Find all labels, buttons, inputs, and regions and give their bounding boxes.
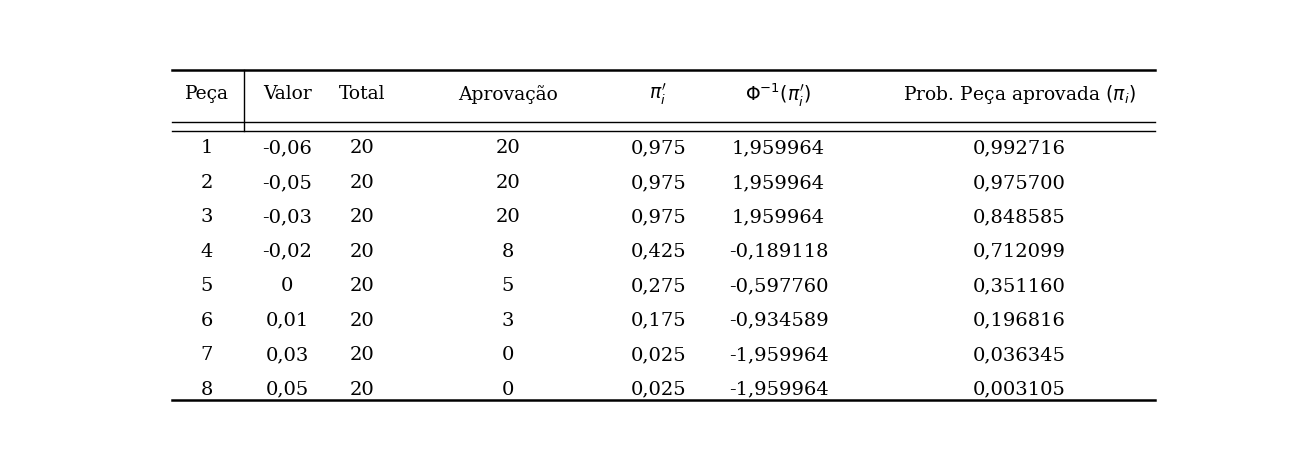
Text: 0,425: 0,425 (630, 243, 686, 261)
Text: 0,712099: 0,712099 (973, 243, 1066, 261)
Text: 20: 20 (349, 243, 375, 261)
Text: -0,189118: -0,189118 (729, 243, 828, 261)
Text: 5: 5 (502, 277, 514, 295)
Text: 0: 0 (502, 346, 514, 364)
Text: 0: 0 (502, 381, 514, 398)
Text: 1,959964: 1,959964 (732, 139, 826, 158)
Text: 0,025: 0,025 (630, 381, 686, 398)
Text: 0,03: 0,03 (265, 346, 309, 364)
Text: 20: 20 (349, 312, 375, 330)
Text: Total: Total (339, 85, 386, 103)
Text: 1,959964: 1,959964 (732, 174, 826, 192)
Text: 0,05: 0,05 (265, 381, 309, 398)
Text: -0,05: -0,05 (263, 174, 312, 192)
Text: 8: 8 (201, 381, 214, 398)
Text: -0,934589: -0,934589 (729, 312, 828, 330)
Text: -1,959964: -1,959964 (729, 381, 828, 398)
Text: 2: 2 (201, 174, 214, 192)
Text: 0,036345: 0,036345 (973, 346, 1066, 364)
Text: 1,959964: 1,959964 (732, 208, 826, 226)
Text: 1: 1 (201, 139, 214, 158)
Text: 4: 4 (201, 243, 214, 261)
Text: 0,025: 0,025 (630, 346, 686, 364)
Text: Valor: Valor (263, 85, 312, 103)
Text: 0,003105: 0,003105 (973, 381, 1066, 398)
Text: Aprovação: Aprovação (458, 85, 558, 104)
Text: -1,959964: -1,959964 (729, 346, 828, 364)
Text: 20: 20 (349, 381, 375, 398)
Text: $\Phi^{-1}(\pi_i')$: $\Phi^{-1}(\pi_i')$ (745, 81, 811, 108)
Text: 0,351160: 0,351160 (973, 277, 1066, 295)
Text: 20: 20 (349, 174, 375, 192)
Text: 0,848585: 0,848585 (973, 208, 1065, 226)
Text: 20: 20 (496, 174, 520, 192)
Text: 5: 5 (201, 277, 214, 295)
Text: 0,975: 0,975 (630, 139, 686, 158)
Text: 0,01: 0,01 (265, 312, 309, 330)
Text: 0,992716: 0,992716 (973, 139, 1066, 158)
Text: 3: 3 (502, 312, 514, 330)
Text: 0: 0 (281, 277, 294, 295)
Text: 0,975: 0,975 (630, 208, 686, 226)
Text: 20: 20 (496, 139, 520, 158)
Text: 20: 20 (496, 208, 520, 226)
Text: 0,175: 0,175 (630, 312, 686, 330)
Text: Prob. Peça aprovada $(\pi_i)$: Prob. Peça aprovada $(\pi_i)$ (903, 83, 1136, 106)
Text: 20: 20 (349, 208, 375, 226)
Text: 0,975: 0,975 (630, 174, 686, 192)
Text: 3: 3 (201, 208, 214, 226)
Text: -0,06: -0,06 (263, 139, 312, 158)
Text: 0,975700: 0,975700 (973, 174, 1066, 192)
Text: 0,275: 0,275 (630, 277, 686, 295)
Text: 7: 7 (201, 346, 214, 364)
Text: -0,597760: -0,597760 (729, 277, 828, 295)
Text: 20: 20 (349, 277, 375, 295)
Text: 8: 8 (502, 243, 514, 261)
Text: 6: 6 (201, 312, 214, 330)
Text: Peça: Peça (185, 85, 229, 103)
Text: -0,03: -0,03 (263, 208, 312, 226)
Text: 20: 20 (349, 346, 375, 364)
Text: $\pi_i'$: $\pi_i'$ (650, 82, 666, 107)
Text: 20: 20 (349, 139, 375, 158)
Text: -0,02: -0,02 (263, 243, 312, 261)
Text: 0,196816: 0,196816 (973, 312, 1066, 330)
